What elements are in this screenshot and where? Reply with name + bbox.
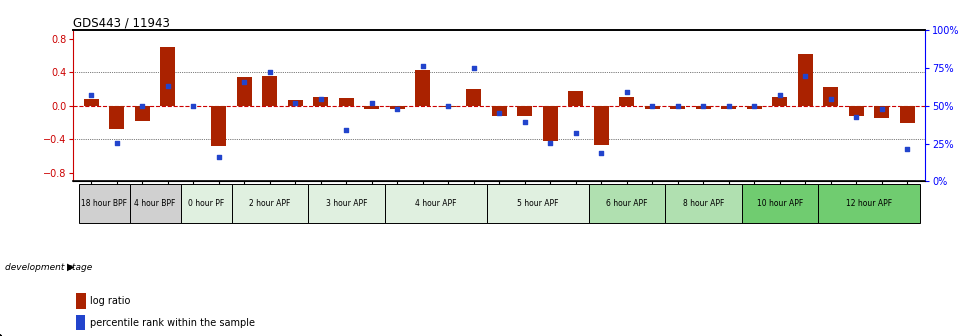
- Text: 0 hour PF: 0 hour PF: [188, 199, 224, 208]
- Text: 18 hour BPF: 18 hour BPF: [81, 199, 127, 208]
- Point: [338, 127, 354, 133]
- Bar: [308, 183, 384, 223]
- Bar: [848, 106, 863, 116]
- Point: [159, 83, 175, 88]
- Point: [516, 119, 532, 125]
- Point: [415, 63, 430, 68]
- Text: 4 hour APF: 4 hour APF: [415, 199, 456, 208]
- Text: 2 hour APF: 2 hour APF: [248, 199, 290, 208]
- Text: GDS443 / 11943: GDS443 / 11943: [73, 16, 170, 29]
- Text: development stage: development stage: [5, 263, 92, 271]
- Bar: [516, 106, 532, 116]
- Point: [848, 114, 864, 119]
- Point: [822, 96, 838, 102]
- Bar: [721, 106, 735, 109]
- Bar: [618, 97, 634, 106]
- Point: [567, 130, 583, 135]
- Point: [109, 141, 124, 146]
- Text: 6 hour APF: 6 hour APF: [605, 199, 646, 208]
- Point: [873, 106, 889, 111]
- Bar: [231, 183, 308, 223]
- Text: 5 hour APF: 5 hour APF: [516, 199, 557, 208]
- Bar: [129, 183, 180, 223]
- Point: [797, 74, 813, 79]
- Point: [364, 100, 379, 106]
- Point: [745, 103, 761, 109]
- Point: [720, 103, 735, 109]
- Bar: [237, 77, 251, 106]
- Point: [542, 141, 557, 146]
- Text: log ratio: log ratio: [90, 296, 130, 306]
- Bar: [262, 77, 277, 106]
- Text: 3 hour APF: 3 hour APF: [326, 199, 367, 208]
- Bar: [772, 97, 786, 106]
- Point: [618, 90, 634, 95]
- Point: [83, 92, 99, 98]
- Bar: [364, 106, 379, 109]
- Bar: [415, 70, 430, 106]
- Text: 8 hour APF: 8 hour APF: [682, 199, 724, 208]
- Bar: [135, 106, 150, 121]
- Bar: [644, 106, 659, 109]
- Bar: [83, 99, 99, 106]
- Point: [389, 106, 405, 111]
- Bar: [822, 87, 837, 106]
- Bar: [664, 183, 740, 223]
- Bar: [76, 293, 86, 308]
- Bar: [670, 106, 685, 109]
- Bar: [180, 183, 231, 223]
- Point: [210, 154, 226, 160]
- Bar: [288, 100, 302, 106]
- Point: [466, 66, 481, 71]
- Point: [237, 79, 252, 84]
- Point: [491, 110, 507, 115]
- Point: [694, 103, 710, 109]
- Bar: [746, 106, 761, 109]
- Point: [185, 103, 200, 109]
- Point: [440, 103, 456, 109]
- Point: [262, 70, 278, 75]
- Bar: [899, 106, 914, 123]
- Text: ▶: ▶: [67, 262, 74, 272]
- Bar: [695, 106, 710, 109]
- Text: 12 hour APF: 12 hour APF: [845, 199, 891, 208]
- Text: percentile rank within the sample: percentile rank within the sample: [90, 318, 255, 328]
- Bar: [109, 106, 124, 129]
- Bar: [593, 106, 608, 145]
- Bar: [542, 106, 557, 141]
- Bar: [797, 54, 812, 106]
- Point: [313, 96, 329, 102]
- Bar: [567, 91, 583, 106]
- Point: [288, 100, 303, 106]
- Point: [134, 103, 150, 109]
- Point: [899, 146, 914, 152]
- Point: [669, 103, 685, 109]
- Bar: [384, 183, 486, 223]
- Bar: [466, 89, 481, 106]
- Bar: [76, 315, 85, 331]
- Point: [593, 150, 608, 156]
- Bar: [78, 183, 129, 223]
- Bar: [389, 106, 405, 109]
- Bar: [440, 106, 456, 107]
- Bar: [160, 47, 175, 106]
- Bar: [491, 106, 507, 116]
- Point: [644, 103, 659, 109]
- Bar: [211, 106, 226, 146]
- Bar: [873, 106, 889, 118]
- Bar: [818, 183, 919, 223]
- Bar: [486, 183, 588, 223]
- Bar: [740, 183, 818, 223]
- Bar: [588, 183, 664, 223]
- Text: 4 hour BPF: 4 hour BPF: [134, 199, 175, 208]
- Text: 10 hour APF: 10 hour APF: [756, 199, 802, 208]
- Point: [772, 92, 787, 98]
- Bar: [313, 97, 328, 106]
- Bar: [338, 98, 354, 106]
